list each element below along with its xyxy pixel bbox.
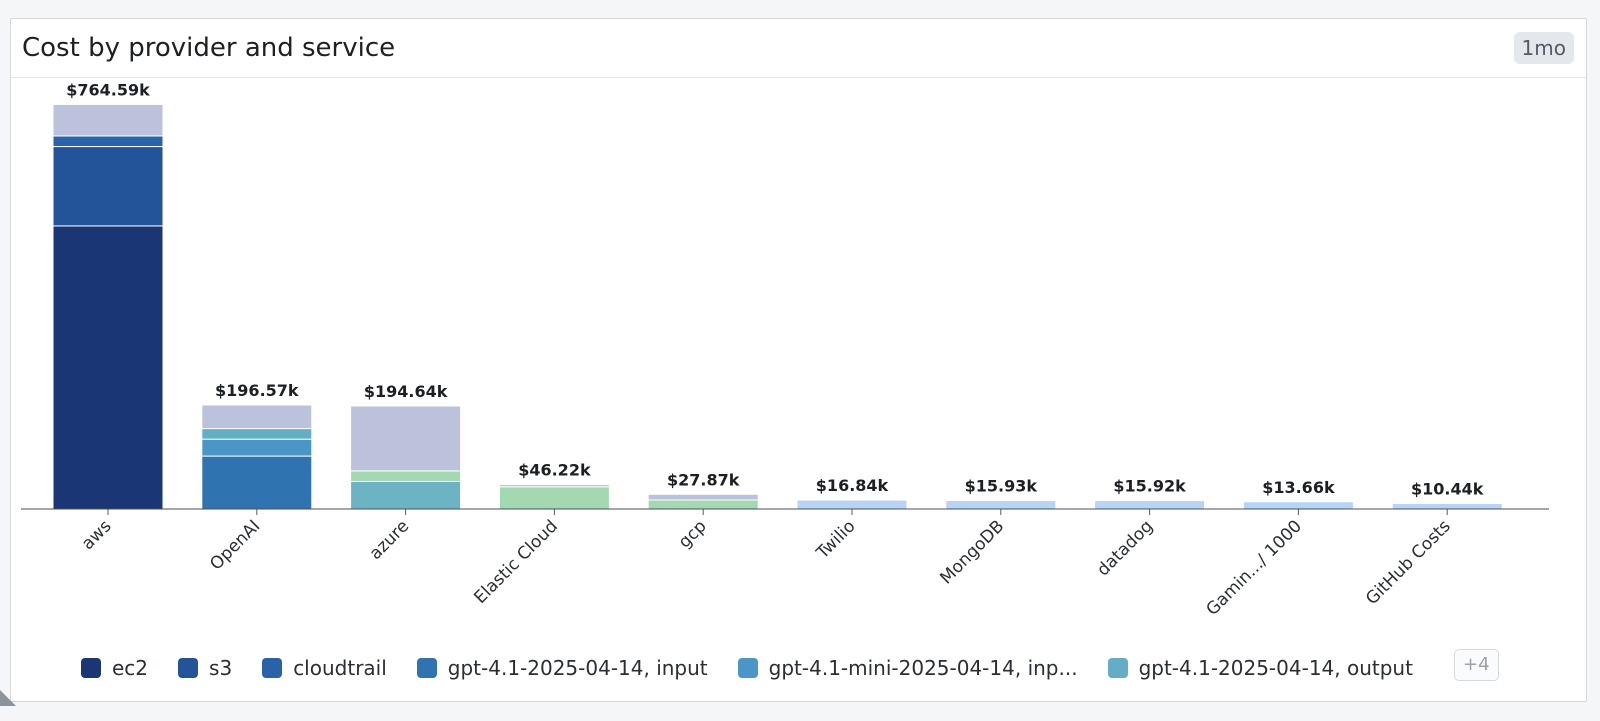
x-tick-label: Elastic Cloud bbox=[470, 516, 562, 608]
bar-total-label: $46.22k bbox=[518, 461, 591, 480]
x-tick-label: gcp bbox=[675, 516, 711, 552]
widget-title: Cost by provider and service bbox=[22, 33, 396, 63]
resize-corner-icon bbox=[0, 690, 16, 706]
bar-segment[interactable] bbox=[498, 486, 610, 510]
bar-total-label: $764.59k bbox=[66, 80, 150, 99]
bar-total-label: $15.93k bbox=[965, 477, 1038, 496]
bar-total-label: $16.84k bbox=[816, 476, 889, 495]
bar-segment[interactable] bbox=[201, 428, 313, 440]
bar-segment[interactable] bbox=[350, 405, 462, 472]
bar-segment[interactable] bbox=[201, 438, 313, 457]
legend-swatch bbox=[81, 658, 101, 678]
chart-widget: Cost by provider and service 1mo $764.59… bbox=[10, 18, 1587, 702]
bar-segment[interactable] bbox=[647, 499, 759, 510]
legend-swatch bbox=[1107, 658, 1128, 678]
timeframe-badge[interactable]: 1mo bbox=[1513, 32, 1574, 64]
bar-segment[interactable] bbox=[1391, 502, 1503, 510]
legend-swatch bbox=[416, 658, 437, 678]
x-tick-label: Gamin.../ 1000 bbox=[1203, 516, 1306, 619]
legend-label: gpt-4.1-2025-04-14, output bbox=[1138, 656, 1413, 680]
bar-segment[interactable] bbox=[796, 499, 908, 510]
legend-swatch bbox=[737, 658, 758, 678]
bar-segment[interactable] bbox=[647, 493, 759, 501]
bar-segment[interactable] bbox=[350, 480, 462, 510]
legend-label: cloudtrail bbox=[293, 656, 387, 680]
legend-label: gpt-4.1-2025-04-14, input bbox=[447, 656, 708, 680]
legend-label: gpt-4.1-mini-2025-04-14, inp... bbox=[768, 656, 1078, 680]
legend-label: ec2 bbox=[112, 656, 149, 680]
bar-total-label: $15.92k bbox=[1113, 477, 1186, 496]
legend-item[interactable]: s3 bbox=[178, 656, 232, 680]
legend-swatch bbox=[262, 658, 283, 678]
x-tick-label: datadog bbox=[1093, 516, 1157, 580]
bar-segment[interactable] bbox=[1094, 500, 1206, 510]
legend-item[interactable]: ec2 bbox=[81, 656, 148, 680]
bar-segment[interactable] bbox=[498, 484, 610, 488]
x-tick-label: OpenAI bbox=[206, 516, 264, 574]
widget-header: Cost by provider and service 1mo bbox=[11, 19, 1586, 78]
bar-segment[interactable] bbox=[52, 146, 164, 227]
legend-item[interactable]: gpt-4.1-2025-04-14, output bbox=[1107, 656, 1413, 680]
chart-legend: ec2 s3 cloudtrail gpt-4.1-2025-04-14, input… bbox=[81, 651, 1443, 685]
legend-label: s3 bbox=[209, 656, 233, 680]
bar-segment[interactable] bbox=[945, 500, 1057, 510]
bar-segment[interactable] bbox=[52, 225, 164, 510]
legend-swatch bbox=[178, 658, 199, 678]
legend-item[interactable]: gpt-4.1-2025-04-14, input bbox=[416, 656, 708, 680]
bar-total-label: $13.66k bbox=[1262, 478, 1335, 497]
stacked-bar-chart: $764.59k aws $196.57k OpenAI $194.64k azure $4… bbox=[21, 80, 1549, 620]
bar-total-label: $27.87k bbox=[667, 470, 740, 489]
x-tick-label: MongoDB bbox=[936, 516, 1008, 588]
bar-segment[interactable] bbox=[52, 135, 164, 148]
x-tick-label: azure bbox=[366, 516, 414, 564]
legend-item[interactable]: cloudtrail bbox=[262, 656, 387, 680]
bar-total-label: $196.57k bbox=[215, 381, 299, 400]
bar-segment[interactable] bbox=[350, 470, 462, 482]
bar-total-label: $194.64k bbox=[364, 382, 448, 401]
legend-item[interactable]: gpt-4.1-mini-2025-04-14, inp... bbox=[737, 656, 1078, 680]
bar-segment[interactable] bbox=[52, 103, 164, 137]
legend-more-button[interactable]: +4 bbox=[1454, 649, 1499, 681]
x-tick-label: aws bbox=[78, 516, 116, 554]
x-tick-label: GitHub Costs bbox=[1362, 516, 1455, 609]
bar-segment[interactable] bbox=[201, 455, 313, 510]
x-tick-label: Twilio bbox=[812, 516, 859, 563]
bar-segment[interactable] bbox=[1242, 501, 1354, 510]
bar-segment[interactable] bbox=[201, 404, 313, 430]
bar-total-label: $10.44k bbox=[1411, 479, 1484, 498]
